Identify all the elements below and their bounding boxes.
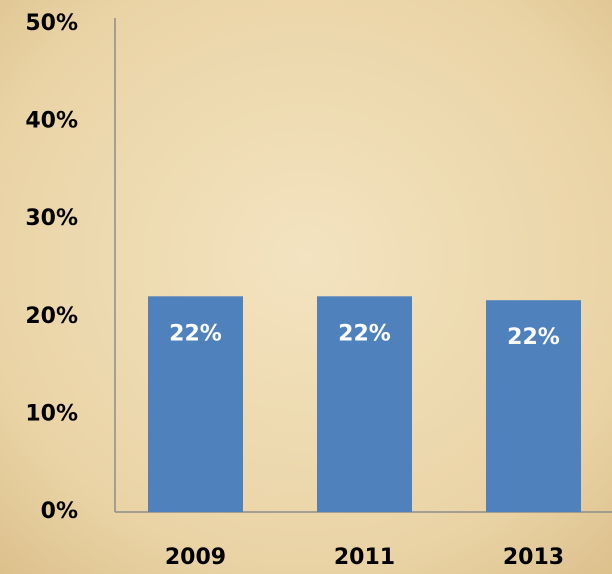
bar [486,300,581,512]
bar [148,296,243,512]
y-tick-label: 30% [25,206,78,231]
value-label: 22% [169,321,222,346]
value-label: 22% [338,321,391,346]
y-tick-label: 20% [25,304,78,329]
y-tick-label: 0% [41,499,78,524]
y-tick-label: 10% [25,401,78,426]
value-label: 22% [507,325,560,350]
x-tick-label: 2011 [334,545,395,570]
x-tick-label: 2013 [503,545,564,570]
y-tick-label: 40% [25,109,78,134]
bar [317,296,412,512]
x-tick-label: 2009 [165,545,226,570]
y-tick-label: 50% [25,11,78,36]
